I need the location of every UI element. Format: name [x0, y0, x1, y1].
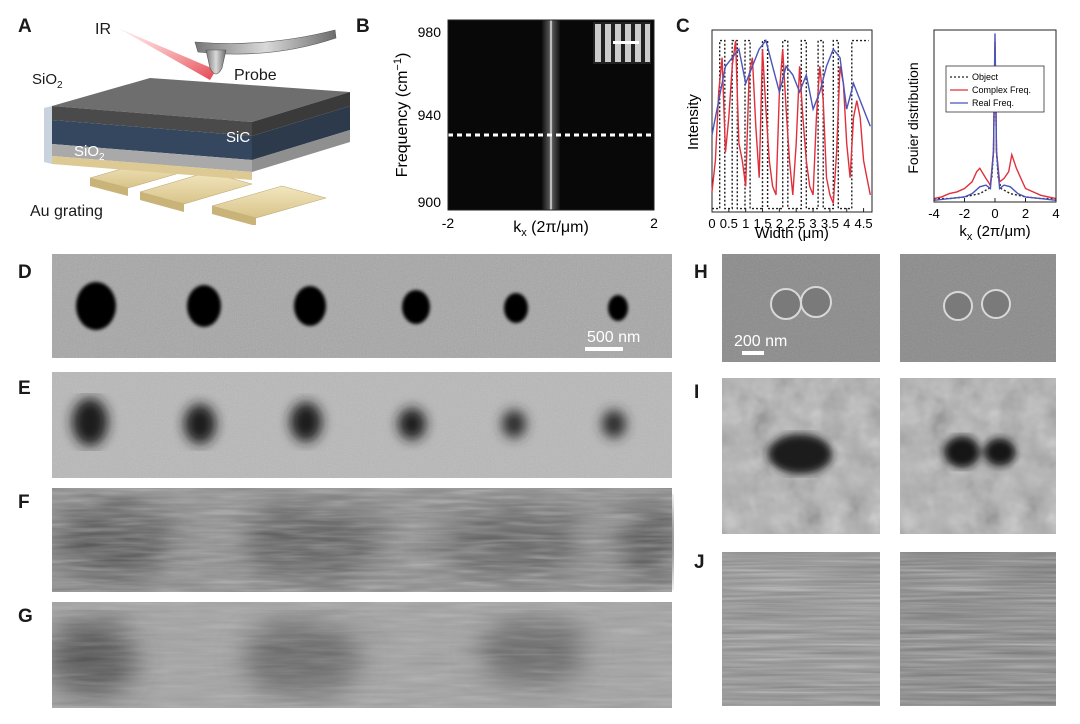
panel-e-image: [52, 372, 672, 478]
probe-tip: [205, 49, 227, 75]
series-object-line: [934, 46, 1056, 200]
ytick-900: 900: [418, 194, 442, 210]
xtick-label: 4.5: [855, 216, 873, 231]
inset-grating-icon: [593, 22, 651, 64]
sio2-top-label: SiO2: [32, 71, 63, 91]
sio2-top-layer: [52, 106, 252, 136]
ir-beam: [118, 28, 216, 80]
xtick-label: 2.5: [787, 216, 805, 231]
sio2-bottom-layer: [52, 144, 252, 172]
grating-bar: [212, 206, 256, 225]
xtick-2: 2: [650, 215, 658, 231]
panel-d-image: 500 nm: [52, 254, 672, 358]
panel-b-ylabel: Frequency (cm−1): [392, 53, 411, 178]
intensity-plot-frame: [711, 29, 873, 213]
grating-bar: [140, 192, 184, 212]
xtick-label: 4: [843, 216, 850, 231]
series-real-freq-line: [933, 33, 1057, 201]
series-complex-freq-line: [711, 40, 871, 204]
xtick-label: 0.5: [720, 216, 738, 231]
gold-base-layer: [52, 156, 252, 180]
xtick-label: -2: [959, 206, 971, 221]
ytick-940: 940: [418, 107, 442, 123]
panel-h-left-image: 200 nm: [722, 254, 880, 362]
xtick-label: 4: [1052, 206, 1059, 221]
panel-label-b: B: [356, 16, 370, 37]
bright-line: [542, 20, 560, 210]
xtick-label: 1: [742, 216, 749, 231]
width-xlabel: Width (μm): [755, 225, 829, 242]
grating-bar: [90, 178, 128, 196]
xtick-label: 3: [809, 216, 816, 231]
device-schematic: IR Probe SiO2 SiC SiO2 Au grating: [30, 21, 350, 225]
panel-label-j: J: [694, 552, 705, 573]
panel-label-d: D: [18, 262, 32, 283]
intensity-ylabel: Intensity: [685, 94, 702, 150]
panel-f-image: [52, 488, 674, 592]
sio2-bottom-label: SiO2: [74, 143, 105, 163]
stack-top-face: [52, 78, 350, 122]
left-face-light: [44, 106, 52, 164]
ir-label: IR: [95, 21, 111, 38]
kx-xlabel: kx (2π/μm): [959, 223, 1030, 243]
microscopy-pairs-hj: 200 nm: [722, 254, 1056, 706]
panel-label-c: C: [676, 16, 690, 37]
xtick-neg2: -2: [442, 215, 455, 231]
panel-label-g: G: [18, 606, 33, 627]
au-grating-label: Au grating: [30, 203, 103, 220]
panel-label-h: H: [694, 262, 708, 283]
right-face-bottom: [252, 130, 350, 172]
panel-b-xlabel: kx (2π/μm): [513, 219, 589, 239]
panel-label-f: F: [18, 492, 30, 513]
xtick-label: 0: [991, 206, 998, 221]
scalebar-d: [585, 347, 623, 351]
xtick-label: 2: [1022, 206, 1029, 221]
right-face-sic: [252, 106, 350, 160]
panel-label-e: E: [18, 378, 31, 399]
panel-j-left-image: [722, 552, 880, 706]
frequency-kx-map: 980 940 900 -2 2 kx (2π/μm) Frequency (c…: [392, 19, 658, 239]
sic-layer: [52, 120, 252, 160]
scalebar-h-label: 200 nm: [734, 333, 787, 350]
legend-real: Real Freq.: [972, 98, 1014, 108]
fourier-ylabel: Fouier distribution: [905, 62, 921, 173]
panel-g-image: [52, 602, 672, 708]
fourier-legend: Object Complex Freq. Real Freq.: [945, 65, 1045, 113]
panel-c-charts: 0 0.5 1 1.5 2 2.5 3 3.5 4 4.5 Intensity Width (μm…: [685, 29, 1060, 243]
panel-i-right-image: [900, 378, 1056, 534]
sic-label: SiC: [226, 129, 250, 146]
xtick-label: 1.5: [753, 216, 771, 231]
series-real-freq-line: [711, 39, 871, 136]
panel-i-left-image: [722, 378, 880, 534]
right-face-top: [252, 92, 350, 136]
probe-label: Probe: [234, 67, 277, 84]
ytick-980: 980: [418, 24, 442, 40]
panel-label-i: I: [694, 382, 700, 403]
xtick-label: -4: [928, 206, 940, 221]
panel-j-right-image: [900, 552, 1056, 706]
probe-cantilever: [194, 29, 337, 55]
panel-h-right-image: [900, 254, 1056, 362]
xtick-label: 3.5: [821, 216, 839, 231]
legend-object: Object: [972, 72, 999, 82]
legend-complex: Complex Freq.: [972, 85, 1031, 95]
scalebar-h: [742, 351, 764, 355]
microscopy-strips-dg: 500 nm: [52, 254, 674, 708]
xtick-label: 2: [776, 216, 783, 231]
scalebar-d-label: 500 nm: [587, 329, 640, 346]
xtick-label: 0: [708, 216, 715, 231]
panel-label-a: A: [18, 16, 32, 37]
